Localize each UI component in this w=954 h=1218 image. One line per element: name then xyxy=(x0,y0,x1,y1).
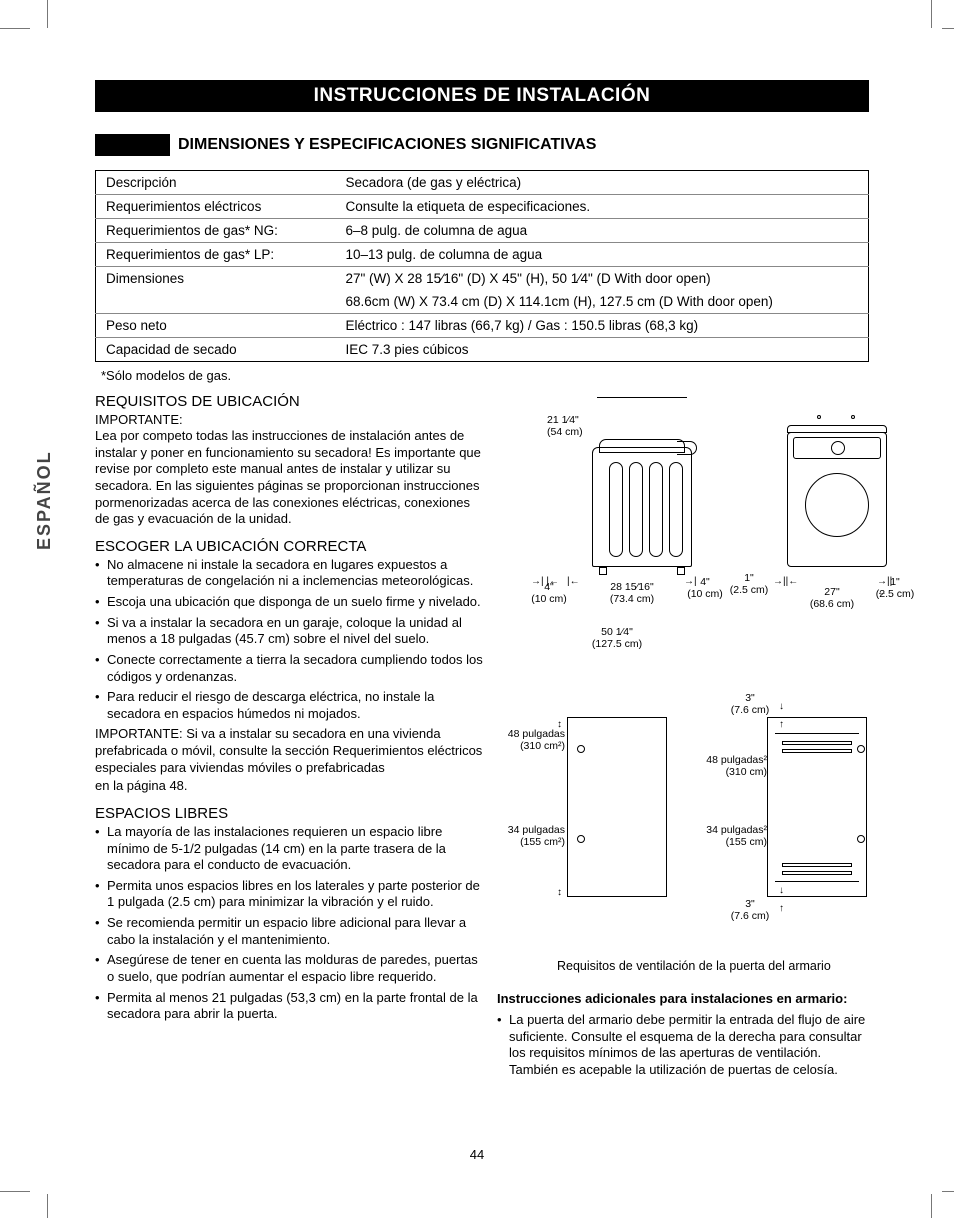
dim-label: (310 cm²) xyxy=(520,740,565,752)
list-item: Para reducir el riesgo de descarga eléct… xyxy=(95,689,485,722)
spec-label: Requerimientos de gas* LP: xyxy=(96,243,336,267)
location-requirements-heading: REQUISITOS DE UBICACIÓN xyxy=(95,393,485,410)
important-text: Lea por competo todas las instrucciones … xyxy=(95,428,485,528)
section-marker xyxy=(95,134,170,156)
choose-location-heading: ESCOGER LA UBICACIÓN CORRECTA xyxy=(95,538,485,555)
dim-label: (68.6 cm) xyxy=(810,598,854,610)
dim-label: 1" xyxy=(744,572,754,584)
section-header: DIMENSIONES Y ESPECIFICACIONES SIGNIFICA… xyxy=(178,136,596,154)
important-label: IMPORTANTE: xyxy=(95,412,485,427)
spec-value: 6–8 pulg. de columna de agua xyxy=(336,219,869,243)
ventilation-diagram: ↕ ↕ 48 pulgadas (310 cm²) 34 pulgadas (1… xyxy=(497,707,869,947)
dim-label: 28 15⁄16" xyxy=(610,581,653,593)
list-item: Si va a instalar la secadora en un garaj… xyxy=(95,615,485,648)
mobile-home-note: IMPORTANTE: Si va a instalar su secadora… xyxy=(95,726,485,776)
spec-label: Requerimientos de gas* NG: xyxy=(96,219,336,243)
dim-label: (2.5 cm) xyxy=(730,584,769,596)
clearances-list: La mayoría de las instalaciones requiere… xyxy=(95,824,485,1023)
clearances-heading: ESPACIOS LIBRES xyxy=(95,805,485,822)
list-item: Conecte correctamente a tierra la secado… xyxy=(95,652,485,685)
dim-label: 3" xyxy=(745,898,755,910)
spec-value: IEC 7.3 pies cúbicos xyxy=(336,338,869,362)
list-item: No almacene ni instale la secadora en lu… xyxy=(95,557,485,590)
dim-label: 4" xyxy=(700,576,710,588)
table-footnote: *Sólo modelos de gas. xyxy=(101,368,869,383)
list-item: Permita unos espacios libres en los late… xyxy=(95,878,485,911)
dim-label: (155 cm) xyxy=(726,836,767,848)
spec-label: Dimensiones xyxy=(96,267,336,291)
dim-label: (10 cm) xyxy=(687,588,723,600)
dimensions-diagram: 21 1⁄4" (54 cm) xyxy=(497,387,869,677)
dim-label: (73.4 cm) xyxy=(610,593,654,605)
list-item: Asegúrese de tener en cuenta las moldura… xyxy=(95,952,485,985)
dim-label: 34 pulgadas² xyxy=(706,824,767,836)
dim-label: 50 1⁄4" xyxy=(601,626,633,638)
dim-label: 48 pulgadas xyxy=(508,728,565,740)
main-title: INSTRUCCIONES DE INSTALACIÓN xyxy=(95,80,869,112)
dim-label: (7.6 cm) xyxy=(731,704,770,716)
dim-label: (155 cm²) xyxy=(520,836,565,848)
spec-value: Eléctrico : 147 libras (66,7 kg) / Gas :… xyxy=(336,314,869,338)
list-item: Se recomienda permitir un espacio libre … xyxy=(95,915,485,948)
spec-label: Peso neto xyxy=(96,314,336,338)
spec-value: Secadora (de gas y eléctrica) xyxy=(336,171,869,195)
dim-label: (54 cm) xyxy=(547,426,583,438)
list-item: La puerta del armario debe permitir la e… xyxy=(497,1012,869,1079)
spec-value: 27" (W) X 28 15⁄16" (D) X 45" (H), 50 1⁄… xyxy=(336,267,869,291)
spec-label xyxy=(96,290,336,314)
spec-table: DescripciónSecadora (de gas y eléctrica)… xyxy=(95,170,869,362)
dim-label: 27" xyxy=(824,586,839,598)
spec-value: 10–13 pulg. de columna de agua xyxy=(336,243,869,267)
list-item: La mayoría de las instalaciones requiere… xyxy=(95,824,485,874)
page-number: 44 xyxy=(0,1147,954,1162)
closet-instructions-list: La puerta del armario debe permitir la e… xyxy=(497,1012,869,1079)
list-item: Escoja una ubicación que disponga de un … xyxy=(95,594,485,611)
spec-label: Requerimientos eléctricos xyxy=(96,195,336,219)
list-item: Permita al menos 21 pulgadas (53,3 cm) e… xyxy=(95,990,485,1023)
diagram-caption: Requisitos de ventilación de la puerta d… xyxy=(557,959,869,973)
choose-location-list: No almacene ni instale la secadora en lu… xyxy=(95,557,485,723)
dim-label: (310 cm) xyxy=(726,766,767,778)
spec-value: 68.6cm (W) X 73.4 cm (D) X 114.1cm (H), … xyxy=(336,290,869,314)
dim-label: 34 pulgadas xyxy=(508,824,565,836)
dim-label: (127.5 cm) xyxy=(592,638,642,650)
dim-label: (7.6 cm) xyxy=(731,910,770,922)
spec-label: Descripción xyxy=(96,171,336,195)
dim-label: 48 pulgadas² xyxy=(706,754,767,766)
dim-label: 21 1⁄4" xyxy=(547,414,579,426)
dim-label: 3" xyxy=(745,692,755,704)
dim-label: (10 cm) xyxy=(531,593,567,605)
spec-label: Capacidad de secado xyxy=(96,338,336,362)
closet-instructions-heading: Instrucciones adicionales para instalaci… xyxy=(497,991,869,1006)
mobile-home-page-ref: en la página 48. xyxy=(95,778,485,795)
spec-value: Consulte la etiqueta de especificaciones… xyxy=(336,195,869,219)
